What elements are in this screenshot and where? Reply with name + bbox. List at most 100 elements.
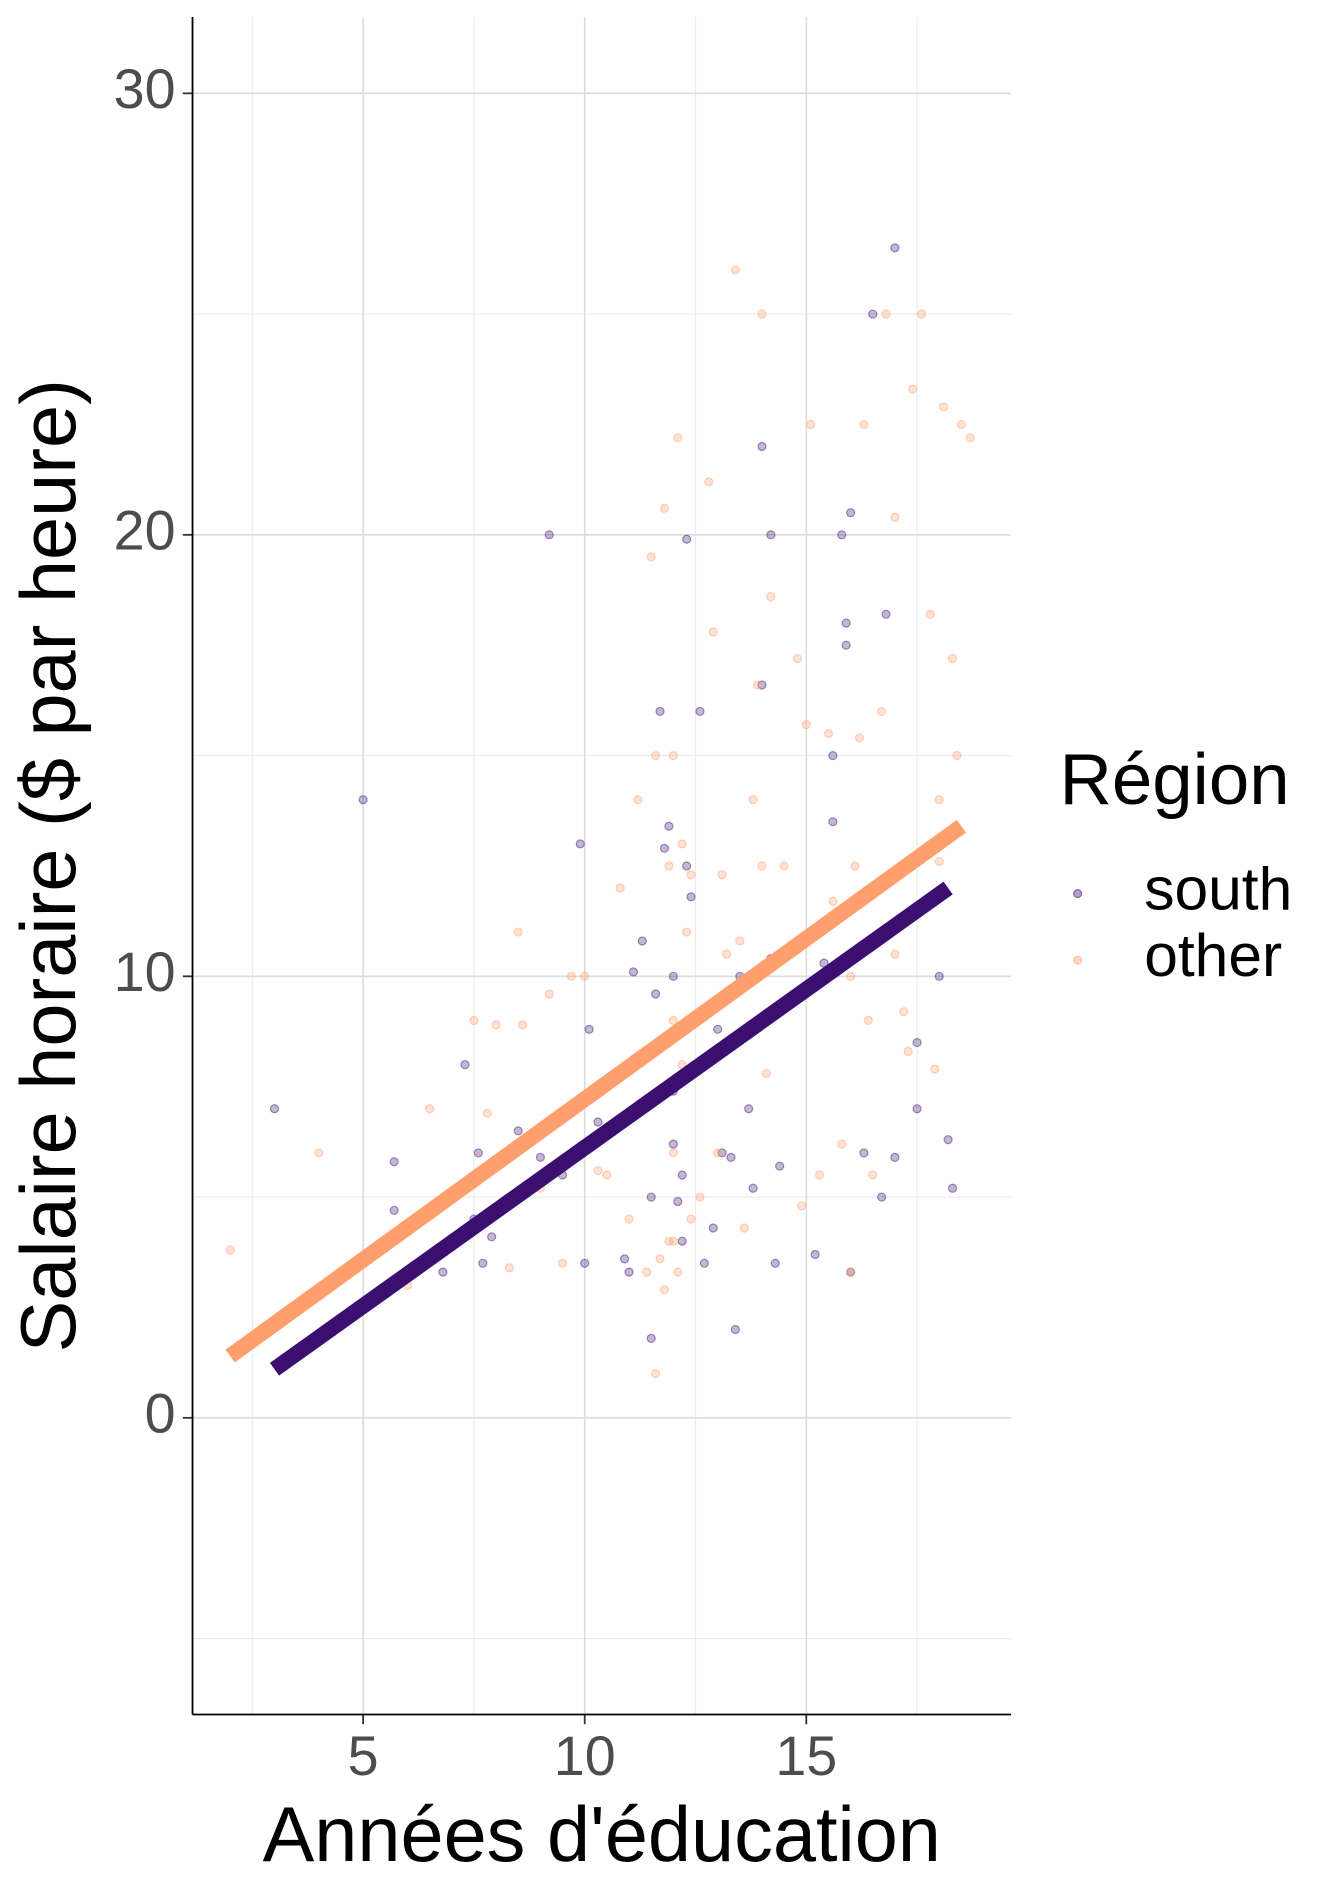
point	[841, 640, 851, 650]
point	[677, 839, 687, 849]
legend-label: other	[1144, 921, 1282, 989]
point	[837, 1139, 847, 1149]
y-tick-label: 20	[114, 500, 176, 562]
point	[850, 861, 860, 871]
point	[806, 419, 816, 430]
y-tick-label: 30	[114, 58, 176, 120]
point	[837, 530, 847, 540]
point	[566, 971, 577, 981]
legend-title: Région	[1059, 739, 1289, 820]
point	[943, 1135, 953, 1145]
point	[713, 1148, 723, 1158]
point	[544, 530, 554, 540]
point	[766, 530, 776, 540]
point	[682, 861, 692, 871]
point	[659, 843, 670, 853]
point	[863, 1015, 873, 1026]
point	[854, 733, 865, 743]
point	[659, 1285, 670, 1295]
point	[708, 627, 718, 637]
point	[717, 870, 727, 880]
point	[810, 1249, 820, 1260]
point	[686, 870, 696, 880]
point	[912, 1104, 922, 1114]
point	[619, 1254, 630, 1264]
point	[491, 1020, 501, 1030]
y-tick-label: 10	[114, 941, 176, 1003]
point	[859, 419, 869, 430]
point	[841, 618, 851, 628]
point	[438, 1267, 448, 1277]
point	[637, 936, 647, 946]
point	[890, 512, 900, 522]
point	[775, 1161, 785, 1171]
point	[668, 750, 678, 761]
point	[646, 552, 656, 562]
point	[668, 1236, 678, 1246]
point	[730, 1324, 740, 1335]
point	[314, 1148, 324, 1158]
point	[828, 750, 838, 761]
point	[425, 1104, 435, 1114]
point	[686, 892, 696, 902]
point	[761, 1068, 772, 1079]
point	[770, 1258, 780, 1268]
point	[668, 1148, 678, 1158]
point	[934, 971, 944, 981]
point	[664, 1236, 674, 1246]
point	[766, 592, 776, 602]
point	[797, 1201, 807, 1211]
point	[664, 861, 674, 871]
point	[651, 989, 661, 999]
fit-line	[225, 819, 967, 1363]
point	[744, 1104, 754, 1114]
point	[757, 441, 767, 452]
point	[389, 1205, 399, 1215]
point	[925, 609, 935, 619]
point	[269, 1104, 280, 1114]
point	[557, 1258, 568, 1268]
point	[757, 861, 767, 871]
point	[624, 1214, 634, 1224]
point	[828, 896, 838, 906]
point	[673, 1267, 683, 1277]
point	[939, 402, 949, 412]
legend-key	[1073, 888, 1083, 899]
point	[934, 795, 944, 805]
point	[792, 653, 803, 664]
point	[730, 265, 740, 275]
point	[801, 720, 811, 730]
point	[890, 243, 900, 253]
point	[752, 680, 763, 690]
point	[757, 309, 767, 319]
point	[952, 750, 962, 761]
point	[628, 967, 639, 977]
point	[389, 1157, 399, 1167]
point	[518, 1020, 528, 1030]
point	[890, 949, 900, 959]
point	[947, 1183, 958, 1193]
point	[859, 1148, 869, 1158]
point	[721, 949, 732, 959]
point	[846, 1267, 856, 1277]
point	[899, 1007, 909, 1017]
point	[575, 839, 585, 849]
point	[846, 1267, 856, 1277]
point	[655, 1254, 665, 1264]
point	[916, 309, 927, 319]
point	[739, 1223, 749, 1233]
point	[668, 971, 678, 981]
point	[682, 534, 692, 544]
point	[908, 384, 918, 394]
legend-label: south	[1144, 855, 1292, 923]
point	[828, 817, 838, 827]
point	[877, 1192, 887, 1202]
legend-key	[1073, 955, 1083, 965]
point	[469, 1015, 479, 1026]
point	[947, 653, 958, 664]
point	[726, 1152, 736, 1162]
point	[713, 1024, 723, 1034]
point	[695, 1192, 705, 1202]
point	[478, 1258, 488, 1268]
